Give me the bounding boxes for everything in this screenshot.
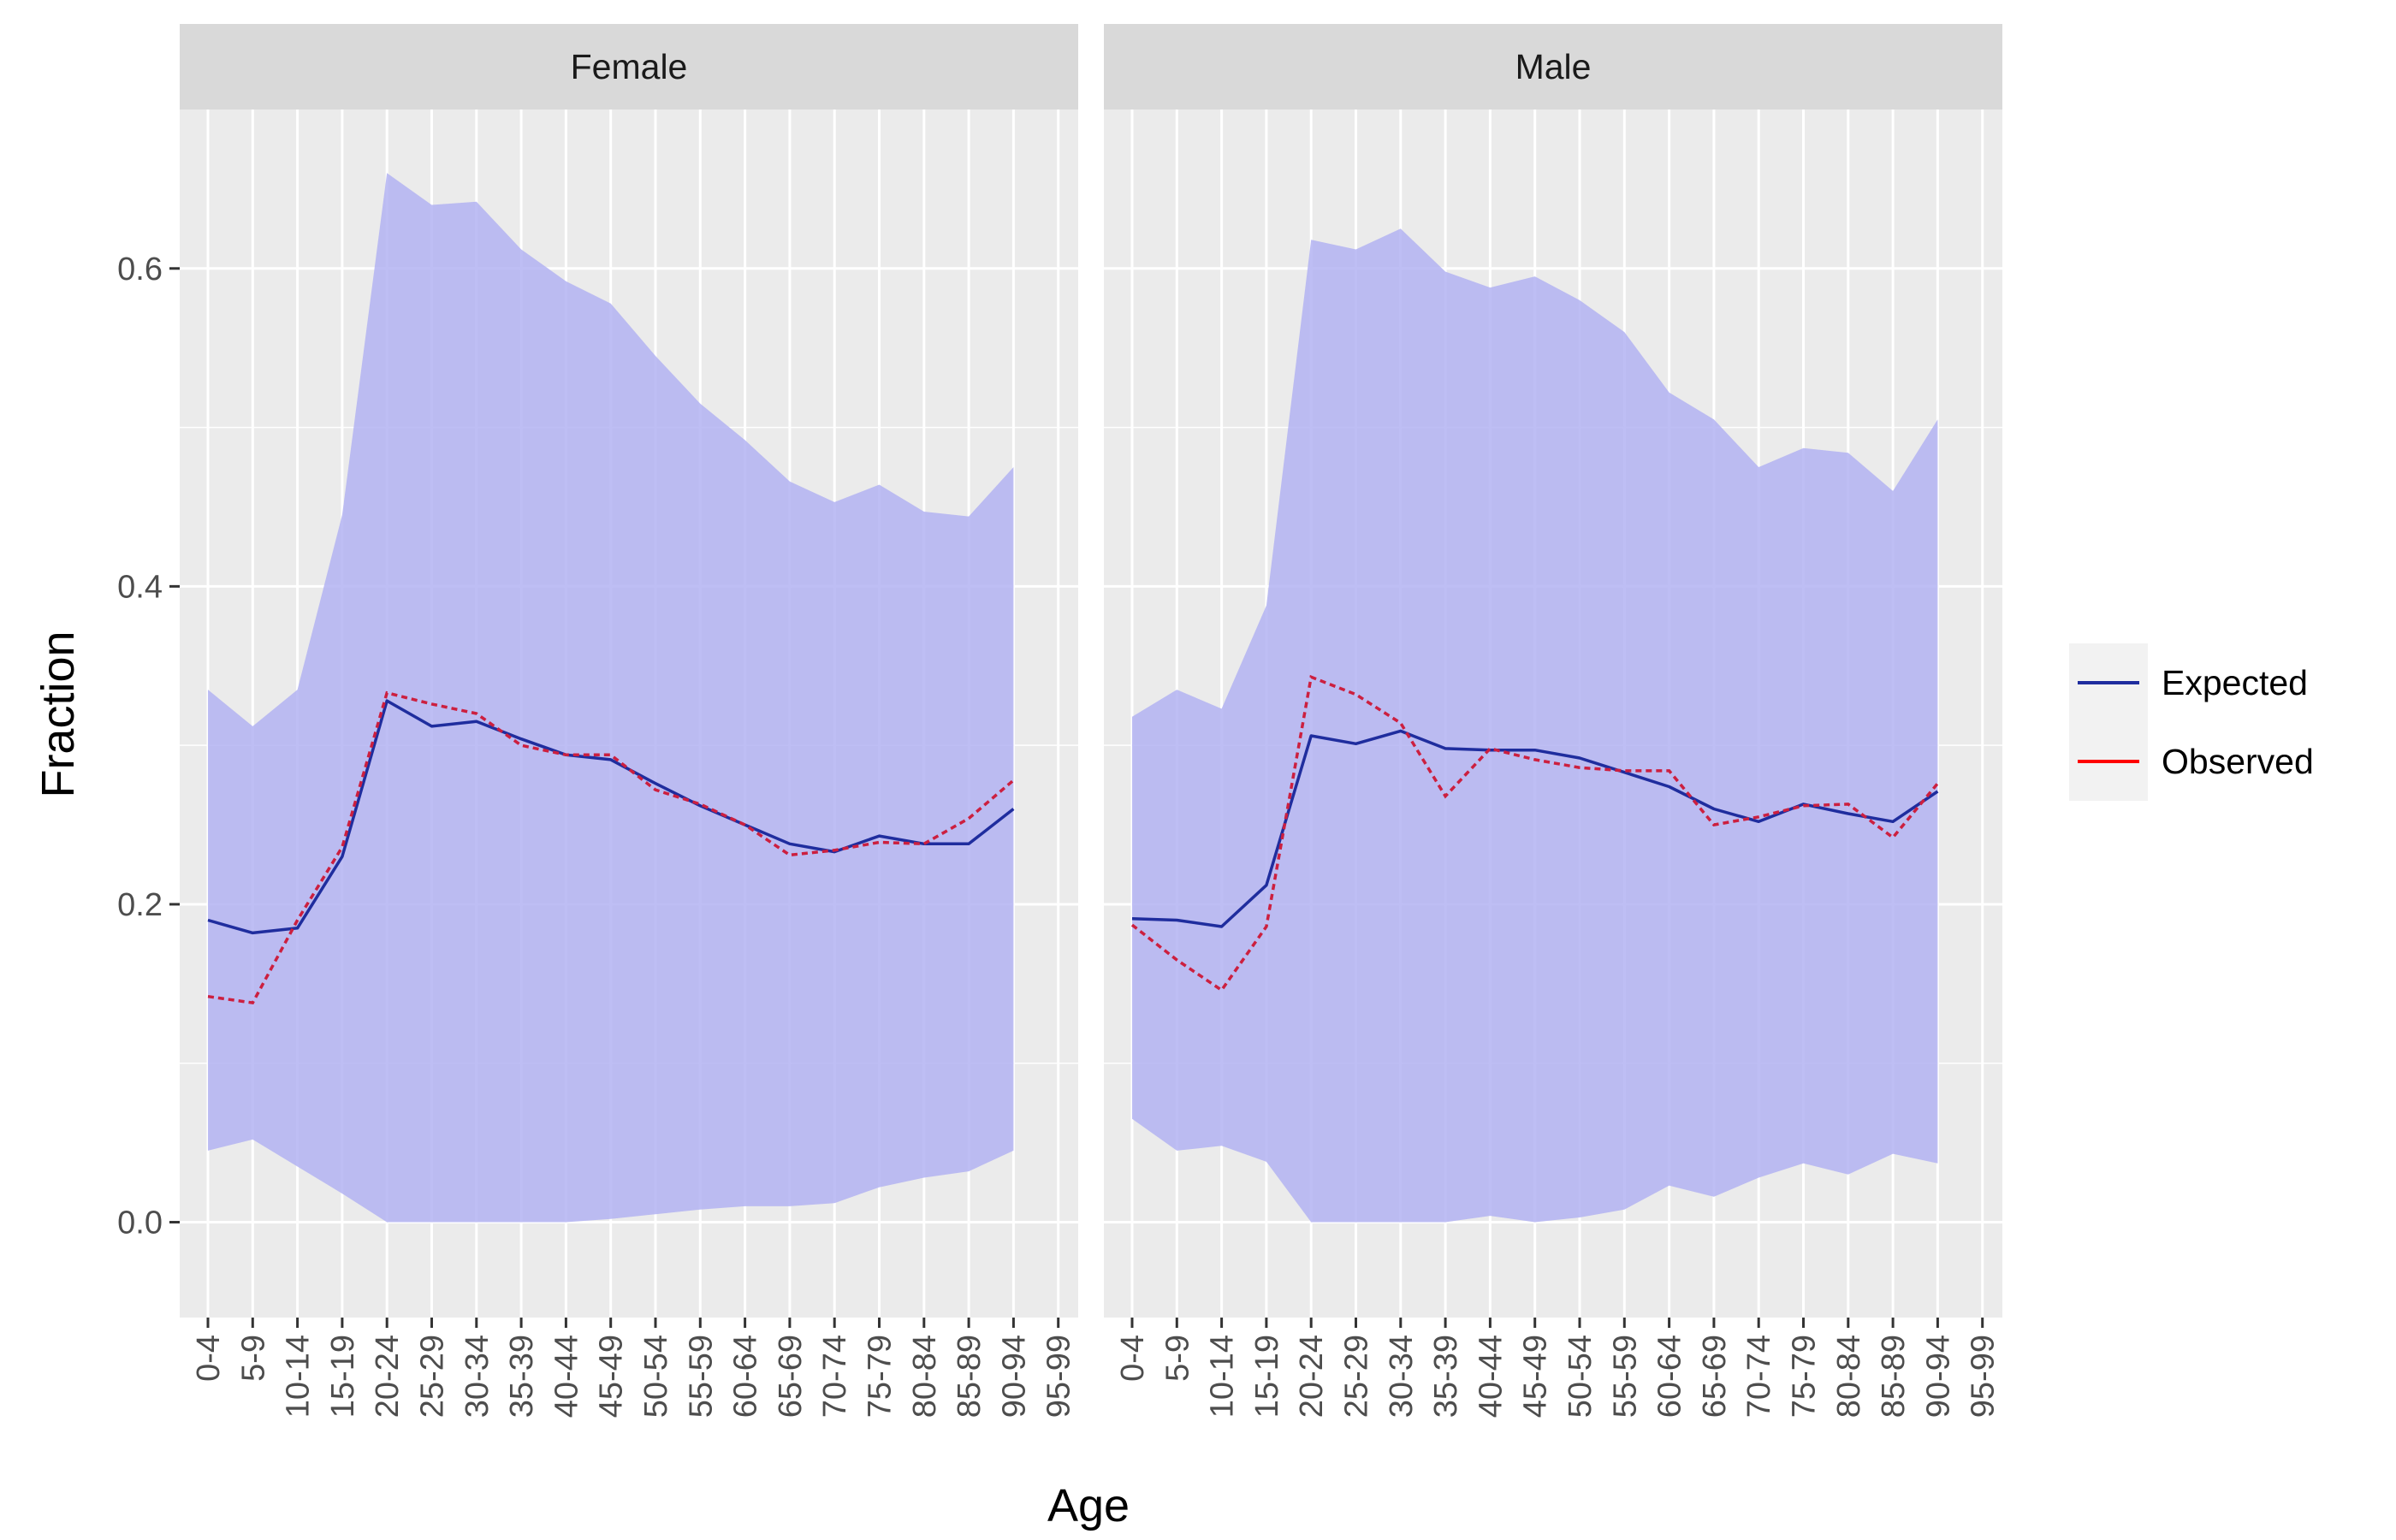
y-axis: 0.0 0.2 0.4 0.6: [117, 252, 180, 1241]
observed-line-male: [1130, 674, 1939, 992]
x-tick-label: 45-49: [594, 1335, 630, 1418]
x-tick-label: 55-59: [1607, 1335, 1643, 1418]
expected-line-male: [1131, 729, 1939, 928]
x-axis-title: Age: [1047, 1480, 1130, 1531]
y-tick-label: 0.2: [117, 887, 163, 923]
x-tick-label: 65-69: [773, 1335, 809, 1418]
x-tick-label: 80-84: [907, 1335, 943, 1418]
x-tick-label: 45-49: [1518, 1335, 1554, 1418]
legend-label-observed: Observed: [2162, 742, 2314, 781]
x-tick-label: 30-34: [460, 1335, 495, 1418]
legend-item-expected: Expected: [2069, 643, 2308, 722]
x-tick-label: 35-39: [1428, 1335, 1464, 1418]
strip-label-male: Male: [1515, 47, 1592, 86]
x-tick-label: 90-94: [996, 1335, 1032, 1418]
x-tick-label: 40-44: [1473, 1335, 1509, 1418]
x-axis-female: 0-4 5-9 10-14 15-19 20-24 25-29 30-34 35-39 40-4…: [191, 1318, 1077, 1418]
y-tick-label: 0.4: [117, 569, 163, 605]
confidence-band-female: [208, 173, 1014, 1223]
strip-female: [180, 24, 1078, 110]
x-tick-label: 85-89: [1876, 1335, 1912, 1418]
x-tick-label: 35-39: [504, 1335, 540, 1418]
y-tick-label: 0.0: [117, 1205, 163, 1241]
x-tick-label: 70-74: [817, 1335, 853, 1418]
strip-male: [1104, 24, 2002, 110]
x-tick-label: 40-44: [549, 1335, 584, 1418]
panel-female: Female 0-4 5-9 10-14 15-19 20-24 25-29 30-34 35-…: [180, 24, 1078, 1418]
x-tick-label: 75-79: [863, 1335, 898, 1418]
x-tick-label: 5-9: [235, 1335, 271, 1382]
x-tick-label: 75-79: [1787, 1335, 1823, 1418]
x-tick-label: 5-9: [1159, 1335, 1195, 1382]
expected-line-female: [207, 699, 1015, 935]
x-tick-label: 90-94: [1920, 1335, 1956, 1418]
x-tick-label: 60-64: [728, 1335, 764, 1418]
legend: Expected Observed: [2069, 643, 2314, 801]
x-tick-label: 50-54: [638, 1335, 674, 1418]
x-tick-label: 80-84: [1831, 1335, 1867, 1418]
x-tick-label: 10-14: [281, 1335, 317, 1418]
panel-male: Male 0-4 5-9 10-14 15-19 20-24 25-29 30-34 35-39…: [1104, 24, 2002, 1418]
strip-label-female: Female: [571, 47, 688, 86]
x-tick-label: 20-24: [370, 1335, 406, 1418]
legend-item-observed: Observed: [2069, 722, 2314, 801]
x-tick-label: 0-4: [191, 1335, 227, 1382]
x-tick-label: 60-64: [1652, 1335, 1688, 1418]
x-tick-label: 0-4: [1115, 1335, 1151, 1382]
x-tick-label: 95-99: [1041, 1335, 1077, 1418]
x-tick-label: 85-89: [952, 1335, 987, 1418]
x-tick-label: 50-54: [1563, 1335, 1598, 1418]
legend-label-expected: Expected: [2162, 663, 2308, 702]
x-tick-label: 25-29: [1339, 1335, 1375, 1418]
x-tick-label: 25-29: [415, 1335, 451, 1418]
x-tick-label: 30-34: [1384, 1335, 1420, 1418]
y-axis-title: Fraction: [33, 631, 84, 797]
x-tick-label: 10-14: [1205, 1335, 1241, 1418]
x-tick-label: 55-59: [683, 1335, 719, 1418]
confidence-band-male: [1132, 228, 1938, 1223]
x-tick-label: 65-69: [1697, 1335, 1733, 1418]
x-tick-label: 20-24: [1294, 1335, 1330, 1418]
x-axis-male: 0-4 5-9 10-14 15-19 20-24 25-29 30-34 35-39 40-4…: [1115, 1318, 2002, 1418]
x-tick-label: 70-74: [1741, 1335, 1777, 1418]
x-tick-label: 15-19: [325, 1335, 361, 1418]
x-tick-label: 15-19: [1249, 1335, 1285, 1418]
x-tick-label: 95-99: [1966, 1335, 2002, 1418]
y-tick-label: 0.6: [117, 252, 163, 287]
